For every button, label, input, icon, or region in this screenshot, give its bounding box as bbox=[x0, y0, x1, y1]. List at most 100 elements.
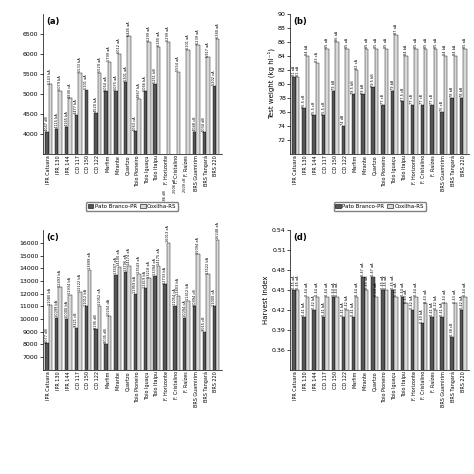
Bar bbox=[292, 77, 296, 474]
Bar bbox=[322, 115, 326, 474]
Text: 76.5 cB: 76.5 cB bbox=[302, 94, 306, 108]
Text: 0.43 aA: 0.43 aA bbox=[443, 289, 447, 302]
Legend: Pato Branco-PR, Coxilha-RS: Pato Branco-PR, Coxilha-RS bbox=[86, 202, 178, 211]
Bar bbox=[68, 294, 72, 446]
Bar bbox=[94, 329, 98, 446]
Text: 11934 bA: 11934 bA bbox=[68, 277, 72, 294]
Text: 13706 aA: 13706 aA bbox=[124, 255, 128, 271]
Bar bbox=[164, 206, 167, 293]
Text: 0.44 aA: 0.44 aA bbox=[414, 283, 418, 296]
Bar bbox=[94, 113, 98, 293]
Text: 0.41 bA: 0.41 bA bbox=[322, 302, 326, 316]
Bar bbox=[48, 305, 52, 446]
Bar bbox=[203, 132, 206, 293]
Bar bbox=[75, 328, 78, 446]
Text: 0.41 bA: 0.41 bA bbox=[440, 302, 444, 316]
Text: 15094 aA: 15094 aA bbox=[196, 237, 200, 254]
Text: 4115 bA: 4115 bA bbox=[55, 114, 59, 128]
Text: 0.38 cB: 0.38 cB bbox=[450, 322, 454, 336]
Bar bbox=[88, 270, 91, 446]
Bar bbox=[128, 266, 131, 446]
Bar bbox=[371, 277, 375, 474]
Bar bbox=[128, 36, 131, 293]
Text: (b): (b) bbox=[293, 17, 307, 26]
Bar bbox=[164, 284, 167, 446]
Bar bbox=[322, 317, 326, 474]
Bar bbox=[335, 297, 339, 474]
Text: 10994 cB: 10994 cB bbox=[192, 289, 197, 306]
Text: 75.5 cB: 75.5 cB bbox=[312, 101, 316, 115]
Text: 5554 aA: 5554 aA bbox=[176, 56, 180, 71]
Y-axis label: Test weight (kg hl⁻¹): Test weight (kg hl⁻¹) bbox=[267, 48, 275, 119]
Bar bbox=[302, 317, 306, 474]
Bar bbox=[55, 318, 58, 446]
Text: 0.42 bA: 0.42 bA bbox=[410, 296, 414, 309]
Text: 0.45 aA: 0.45 aA bbox=[381, 276, 385, 289]
Text: 13507 aA: 13507 aA bbox=[114, 257, 118, 274]
Bar bbox=[342, 317, 345, 474]
Bar bbox=[335, 42, 339, 474]
Bar bbox=[183, 318, 186, 446]
Bar bbox=[345, 49, 348, 474]
Text: 615 aS: 615 aS bbox=[88, 255, 91, 268]
Bar bbox=[401, 101, 404, 474]
Bar bbox=[361, 94, 365, 474]
Bar bbox=[345, 310, 348, 474]
Bar bbox=[78, 292, 82, 446]
Text: 79 bB: 79 bB bbox=[332, 80, 336, 90]
Bar bbox=[196, 255, 200, 446]
Text: 0.41 bA: 0.41 bA bbox=[341, 302, 346, 316]
Bar bbox=[404, 303, 408, 474]
Text: 5202 cA: 5202 cA bbox=[212, 71, 216, 85]
Text: 85 aA: 85 aA bbox=[414, 38, 418, 48]
Text: 0.44 aA: 0.44 aA bbox=[394, 283, 398, 296]
Bar bbox=[84, 306, 88, 446]
Bar bbox=[316, 63, 319, 474]
Text: 5101 aA: 5101 aA bbox=[84, 74, 88, 89]
Text: 77 cB: 77 cB bbox=[410, 94, 414, 104]
Text: 6299 aA: 6299 aA bbox=[166, 27, 171, 41]
Text: 14100 aA: 14100 aA bbox=[117, 249, 121, 266]
Bar bbox=[352, 317, 355, 474]
Text: 10204 dA: 10204 dA bbox=[108, 299, 111, 316]
Text: 11412 bA: 11412 bA bbox=[186, 283, 190, 301]
Text: 12419 bA: 12419 bA bbox=[143, 271, 147, 288]
Text: 11959 bA: 11959 bA bbox=[134, 276, 137, 293]
Text: 5301 aA: 5301 aA bbox=[124, 66, 128, 81]
Bar bbox=[394, 35, 398, 474]
Bar bbox=[65, 127, 68, 293]
Bar bbox=[410, 310, 414, 474]
Text: 0.44 aA: 0.44 aA bbox=[355, 283, 359, 296]
Text: (d): (d) bbox=[293, 233, 307, 242]
Text: 85 aA: 85 aA bbox=[374, 38, 378, 48]
Bar bbox=[45, 132, 48, 293]
Text: 2509 cB: 2509 cB bbox=[182, 178, 187, 192]
Bar bbox=[454, 56, 457, 474]
Text: 84 bA: 84 bA bbox=[306, 45, 310, 55]
Bar bbox=[430, 317, 434, 474]
Bar bbox=[58, 91, 62, 293]
Legend: Pato Branco-PR, Coxilha-RS: Pato Branco-PR, Coxilha-RS bbox=[334, 202, 426, 211]
Text: 79 bB: 79 bB bbox=[391, 80, 395, 90]
Text: 9321 cB: 9321 cB bbox=[74, 312, 78, 327]
Text: 0.41 bA: 0.41 bA bbox=[351, 302, 356, 316]
Bar bbox=[450, 98, 454, 474]
Bar bbox=[65, 319, 68, 446]
Bar bbox=[114, 91, 118, 293]
Text: 0.42 bA: 0.42 bA bbox=[345, 296, 349, 309]
Bar bbox=[206, 274, 210, 446]
Text: 0.44 aA: 0.44 aA bbox=[374, 283, 378, 296]
Bar bbox=[177, 72, 180, 293]
Bar bbox=[193, 132, 196, 293]
Bar bbox=[332, 297, 335, 474]
Text: 6239 aA: 6239 aA bbox=[196, 29, 200, 44]
Bar bbox=[401, 297, 404, 474]
Text: 14175 aA: 14175 aA bbox=[156, 248, 161, 265]
Bar bbox=[424, 49, 428, 474]
Bar bbox=[306, 297, 309, 474]
Text: 8077 dB: 8077 dB bbox=[45, 328, 49, 343]
Bar bbox=[196, 45, 200, 293]
Bar bbox=[342, 126, 345, 474]
Bar bbox=[98, 73, 101, 293]
Text: 9015 cB: 9015 cB bbox=[202, 316, 206, 331]
